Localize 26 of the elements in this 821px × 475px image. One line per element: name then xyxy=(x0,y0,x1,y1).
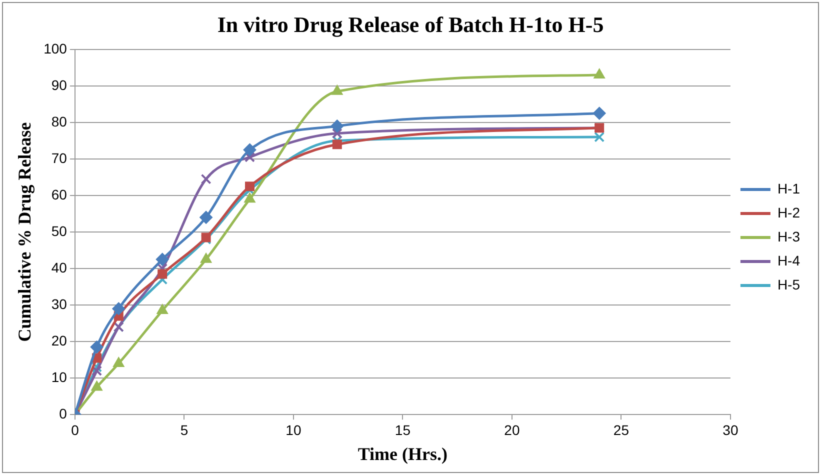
legend-label: H-4 xyxy=(777,252,800,268)
x-tick-label: 5 xyxy=(180,422,188,438)
x-axis-title: Time (Hrs.) xyxy=(358,444,448,464)
y-tick-label: 20 xyxy=(51,332,68,348)
x-tick-label: 20 xyxy=(504,422,520,438)
legend-label: H-5 xyxy=(777,276,800,292)
legend-label: H-1 xyxy=(777,180,800,196)
legend-label: H-2 xyxy=(777,204,800,220)
y-axis-title: Cumulative % Drug Release xyxy=(14,122,34,342)
x-tick-label: 10 xyxy=(286,422,302,438)
y-tick-label: 80 xyxy=(51,113,68,130)
y-tick-label: 0 xyxy=(59,405,68,422)
x-tick-label: 30 xyxy=(722,422,738,438)
x-tick-label: 15 xyxy=(394,422,411,438)
y-tick-label: 30 xyxy=(51,296,68,312)
y-tick-label: 70 xyxy=(51,150,68,166)
y-tick-label: 10 xyxy=(51,368,68,385)
legend-label: H-3 xyxy=(777,228,800,244)
y-tick-label: 40 xyxy=(51,259,68,276)
x-tick-label: 25 xyxy=(613,422,630,438)
y-tick-label: 60 xyxy=(51,186,68,202)
chart-title: In vitro Drug Release of Batch H-1to H-5 xyxy=(217,12,604,37)
x-tick-label: 0 xyxy=(71,422,80,438)
y-tick-label: 100 xyxy=(44,40,68,56)
y-tick-label: 90 xyxy=(51,76,68,93)
y-tick-label: 50 xyxy=(51,222,68,239)
